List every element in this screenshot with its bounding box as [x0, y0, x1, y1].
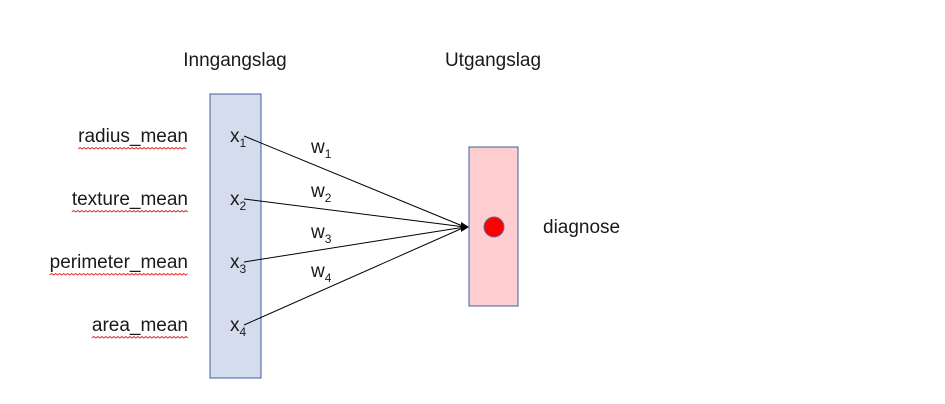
- feature-label-radius-mean: radius_mean: [78, 126, 188, 147]
- input-layer-title: Inngangslag: [183, 50, 287, 71]
- weight-label-w1: w1: [310, 137, 332, 161]
- output-node: [483, 216, 505, 238]
- input-var-x1: x1: [230, 126, 247, 150]
- spellcheck-underline-4: [91, 335, 189, 339]
- weight-labels: w1 w2 w3 w4: [310, 137, 332, 285]
- input-variables: x1 x2 x3 x4: [230, 126, 247, 339]
- weight-label-w3: w3: [310, 222, 332, 246]
- connection-line-4: [243, 226, 466, 326]
- input-var-x3: x3: [230, 252, 247, 276]
- spellcheck-underline-2: [71, 209, 189, 213]
- connection-line-3: [243, 226, 466, 263]
- spellcheck-underline-1: [77, 146, 187, 150]
- input-var-x4: x4: [230, 315, 247, 339]
- output-layer-title: Utgangslag: [445, 50, 541, 71]
- weight-connections: [243, 135, 466, 326]
- weight-label-w2: w2: [310, 181, 332, 205]
- feature-label-area-mean: area_mean: [92, 315, 188, 336]
- feature-label-texture-mean: texture_mean: [72, 189, 188, 210]
- spellcheck-underline-3: [49, 272, 188, 276]
- feature-label-perimeter-mean: perimeter_mean: [50, 252, 188, 273]
- feature-labels: radius_mean texture_mean perimeter_mean …: [50, 126, 188, 336]
- arrowhead-icon: [461, 222, 469, 232]
- output-label-diagnose: diagnose: [543, 217, 620, 238]
- spellcheck-underlines: [49, 146, 189, 339]
- connection-line-1: [243, 135, 466, 228]
- connection-line-2: [243, 198, 466, 228]
- input-var-x2: x2: [230, 189, 247, 213]
- input-layer-box: [209, 93, 262, 379]
- weight-label-w4: w4: [310, 261, 332, 285]
